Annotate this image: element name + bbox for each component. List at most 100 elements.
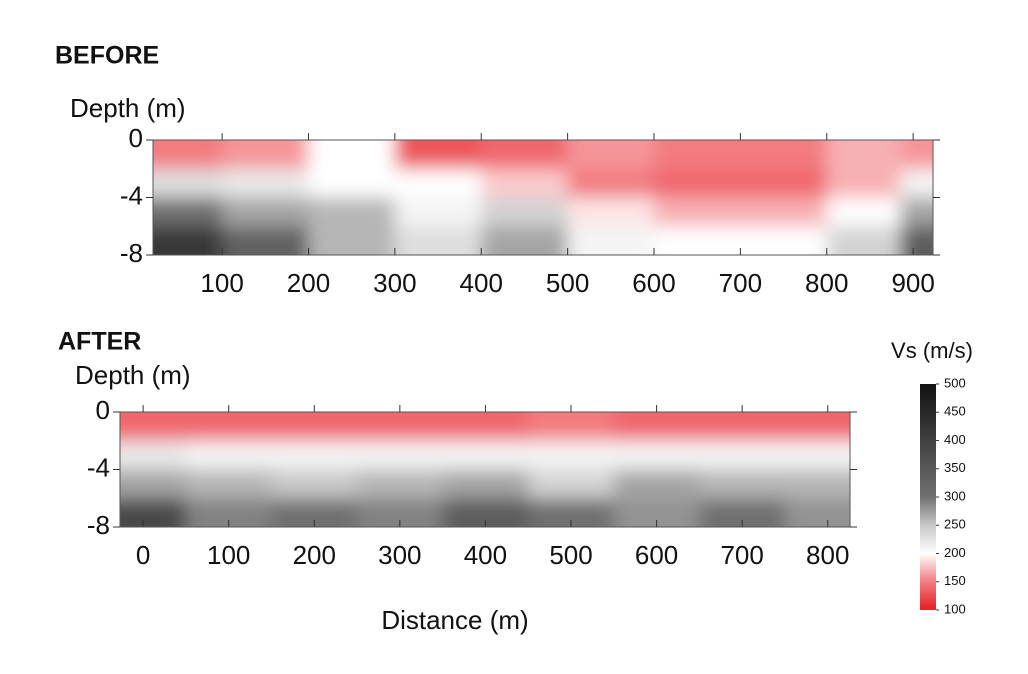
heatmap-cell [357, 469, 444, 499]
x-tick-label: 300 [378, 540, 421, 570]
x-tick-label: 900 [891, 268, 934, 298]
heatmap-cell [900, 197, 933, 227]
heatmap-cell [740, 140, 828, 170]
colorbar-tick-label: 200 [944, 545, 966, 560]
y-axis-label: Depth (m) [70, 93, 186, 123]
heatmap-cell [653, 197, 741, 227]
x-tick-label: 700 [719, 268, 762, 298]
heatmap-cell [826, 168, 901, 198]
heatmap-cell [613, 469, 700, 499]
heatmap-cell [784, 412, 850, 442]
heatmap-cell [567, 226, 655, 255]
colorbar-tick-label: 150 [944, 573, 966, 588]
heatmap-cells [153, 140, 933, 255]
y-tick-label: -4 [87, 452, 110, 482]
x-tick-label: 500 [546, 268, 589, 298]
colorbar-tick-label: 500 [944, 375, 966, 390]
colorbar-tick-label: 250 [944, 517, 966, 532]
x-tick-label: 400 [460, 268, 503, 298]
heatmap-cell [567, 140, 655, 170]
x-tick-label: 500 [549, 540, 592, 570]
heatmap-cell [394, 140, 482, 170]
heatmap-cell [699, 469, 786, 499]
x-tick-label: 800 [805, 268, 848, 298]
heatmap-cell [653, 168, 741, 198]
x-tick-label: 300 [373, 268, 416, 298]
colorbar-tick-label: 100 [944, 601, 966, 616]
heatmap-cell [222, 140, 309, 170]
heatmap-cell [442, 440, 529, 470]
heatmap-cell [357, 440, 444, 470]
x-tick-label: 400 [464, 540, 507, 570]
heatmap-cell [308, 168, 396, 198]
x-tick-label: 100 [207, 540, 250, 570]
heatmap-field [120, 412, 850, 527]
heatmap-cell [308, 197, 396, 227]
heatmap-cell [271, 412, 358, 442]
x-tick-label: 600 [635, 540, 678, 570]
heatmap-cell [153, 168, 223, 198]
colorbar-tick-label: 400 [944, 432, 966, 447]
heatmap-cell [784, 440, 850, 470]
colorbar-tick-label: 450 [944, 404, 966, 419]
x-tick-label: 200 [293, 540, 336, 570]
heatmap-cell [394, 226, 482, 255]
colorbar-tick-label: 350 [944, 460, 966, 475]
heatmap-cell [653, 226, 741, 255]
heatmap-cell [120, 412, 187, 442]
heatmap-cell [784, 498, 850, 527]
y-tick-label: -8 [87, 510, 110, 540]
panel-title: AFTER [58, 328, 141, 356]
heatmap-cell [185, 440, 272, 470]
x-axis-label: Distance (m) [381, 605, 528, 635]
heatmap-field [153, 140, 933, 255]
colorbar-label: Vs (m/s) [891, 338, 973, 363]
heatmap-cell [394, 197, 482, 227]
heatmap-cell [442, 469, 529, 499]
heatmap-cell [394, 168, 482, 198]
heatmap-cell [222, 168, 309, 198]
heatmap-cells [120, 412, 850, 527]
heatmap-cell [740, 226, 828, 255]
heatmap-cell [222, 226, 309, 255]
heatmap-cell [271, 469, 358, 499]
heatmap-cell [120, 469, 187, 499]
x-tick-label: 600 [632, 268, 675, 298]
heatmap-cell [481, 226, 569, 255]
heatmap-cell [613, 440, 700, 470]
heatmap-cell [153, 226, 223, 255]
heatmap-cell [481, 197, 569, 227]
colorbar [920, 384, 936, 610]
heatmap-cell [528, 469, 615, 499]
heatmap-cell [567, 168, 655, 198]
heatmap-cell [153, 140, 223, 170]
panel-title: BEFORE [55, 42, 159, 70]
heatmap-cell [740, 197, 828, 227]
heatmap-cell [699, 440, 786, 470]
heatmap-cell [120, 498, 187, 527]
heatmap-cell [740, 168, 828, 198]
heatmap-cell [357, 412, 444, 442]
heatmap-cell [271, 440, 358, 470]
heatmap-cell [120, 440, 187, 470]
x-tick-label: 700 [720, 540, 763, 570]
heatmap-cell [653, 140, 741, 170]
colorbar-tick-label: 300 [944, 488, 966, 503]
x-tick-label: 0 [136, 540, 150, 570]
y-tick-label: 0 [96, 395, 110, 425]
heatmap-cell [185, 469, 272, 499]
y-tick-label: -8 [120, 238, 143, 268]
heatmap-cell [699, 412, 786, 442]
heatmap-cell [481, 168, 569, 198]
heatmap-cell [900, 226, 933, 255]
x-tick-label: 800 [806, 540, 849, 570]
heatmap-cell [900, 140, 933, 170]
x-tick-label: 200 [287, 268, 330, 298]
heatmap-cell [567, 197, 655, 227]
heatmap-cell [442, 412, 529, 442]
heatmap-cell [900, 168, 933, 198]
y-tick-label: -4 [120, 180, 143, 210]
heatmap-cell [613, 412, 700, 442]
heatmap-cell [826, 197, 901, 227]
